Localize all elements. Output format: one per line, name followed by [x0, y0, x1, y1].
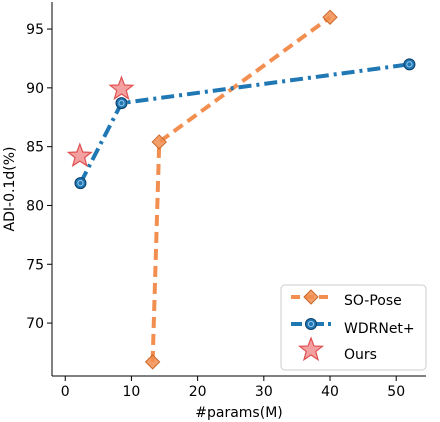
legend-label-so-pose: SO-Pose — [344, 293, 402, 309]
legend-marker-ours — [297, 336, 325, 362]
x-tick-label: 50 — [387, 384, 405, 400]
legend: SO-Pose WDRNet+ Ours — [280, 284, 427, 371]
series-layer — [66, 9, 416, 370]
series-line-so-pose — [150, 15, 332, 362]
series-line-wdrnet — [78, 62, 410, 185]
legend-marker-wdrnet — [305, 318, 317, 330]
x-tick-label: 20 — [189, 384, 207, 400]
data-point-wdrnet-inner — [77, 180, 84, 187]
y-tick-label: 75 — [26, 257, 44, 273]
legend-label-wdrnet: WDRNet+ — [344, 321, 415, 337]
series-wdrnet — [74, 58, 416, 190]
x-tick-label: 40 — [321, 384, 339, 400]
y-tick-label: 95 — [26, 22, 44, 38]
y-tick-label: 85 — [26, 140, 44, 156]
data-point-so-pose — [144, 354, 161, 370]
data-point-so-pose — [151, 134, 167, 150]
legend-marker-wdrnet-inner — [307, 320, 315, 328]
data-point-wdrnet-inner — [118, 100, 125, 107]
data-point-wdrnet-inner — [406, 61, 413, 68]
data-point-wdrnet — [403, 58, 416, 71]
x-tick-label: 30 — [255, 384, 273, 400]
y-tick-label: 80 — [26, 198, 44, 214]
x-tick-label: 10 — [123, 384, 141, 400]
axes: 0 10 20 30 40 50 70 75 80 85 90 95 — [26, 2, 426, 400]
data-point-ours — [66, 142, 93, 168]
y-axis-label: ADI-0.1d(%) — [2, 147, 18, 232]
x-tick-label: 0 — [61, 384, 70, 400]
y-tick-label: 90 — [26, 81, 44, 97]
data-point-ours — [108, 75, 135, 101]
series-ours — [66, 75, 135, 168]
data-point-wdrnet — [115, 97, 128, 110]
legend-label-ours: Ours — [344, 347, 377, 363]
legend-marker-so-pose — [303, 289, 319, 305]
data-point-so-pose — [322, 9, 338, 25]
series-so-pose — [144, 9, 338, 370]
x-axis-label: #params(M) — [195, 405, 282, 421]
y-tick-label: 70 — [26, 316, 44, 332]
data-point-wdrnet — [74, 177, 87, 190]
